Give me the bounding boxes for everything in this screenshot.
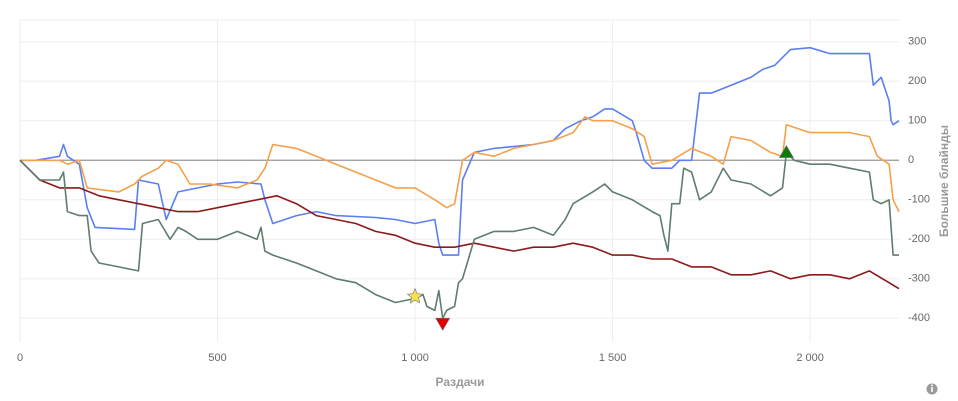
y-tick-label: -300	[908, 273, 930, 285]
y-tick-label: 200	[908, 75, 926, 87]
x-tick-label: 1 500	[599, 352, 627, 364]
x-tick-label: 0	[17, 352, 23, 364]
marker	[435, 317, 451, 331]
y-tick-label: 300	[908, 36, 926, 48]
y-tick-label: 100	[908, 115, 926, 127]
series-line	[20, 116, 900, 212]
x-tick-label: 500	[208, 352, 226, 364]
series-line	[20, 46, 900, 256]
marker	[778, 144, 794, 158]
x-tick-label: 2 000	[796, 352, 824, 364]
marker	[406, 287, 424, 304]
y-tick-label: -200	[908, 233, 930, 245]
y-tick-label: -400	[908, 312, 930, 324]
y-axis-title: Большие блайнды	[937, 125, 951, 237]
x-axis-title: Раздачи	[436, 375, 485, 389]
info-icon[interactable]	[926, 383, 938, 395]
y-tick-label: -100	[908, 194, 930, 206]
series-line	[19, 159, 900, 290]
y-tick-label: 0	[908, 154, 914, 166]
x-tick-label: 1 000	[401, 352, 429, 364]
series-line	[19, 151, 899, 320]
